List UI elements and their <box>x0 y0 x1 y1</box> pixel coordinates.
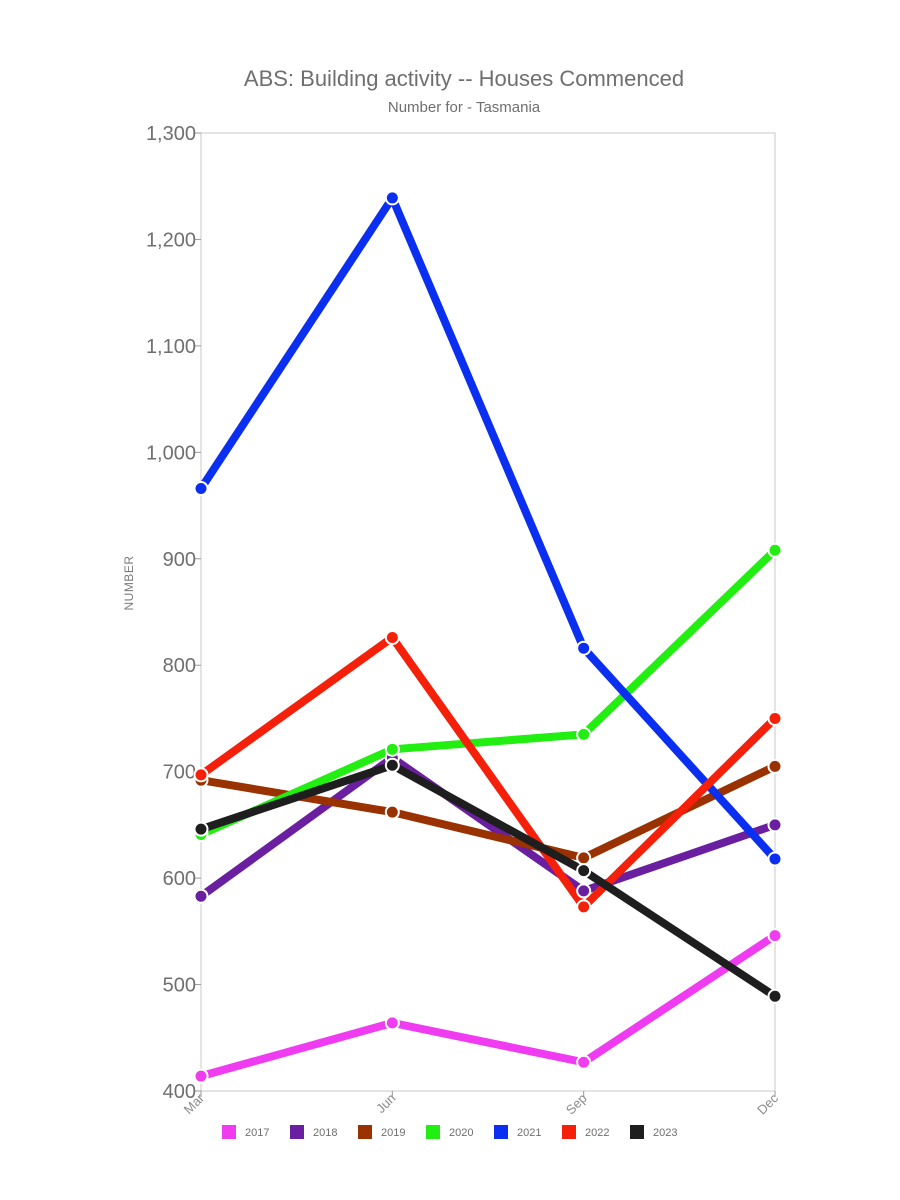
series-line-2023 <box>197 761 779 1001</box>
data-point-2023[interactable] <box>576 863 592 879</box>
series-points <box>193 190 783 1084</box>
legend-label: 2023 <box>653 1127 677 1139</box>
series-line-2018 <box>197 753 779 901</box>
legend-label: 2022 <box>585 1127 609 1139</box>
y-tick-label: 700 <box>163 762 196 784</box>
data-point-2023[interactable] <box>767 988 783 1004</box>
y-tick-label: 400 <box>163 1081 196 1103</box>
data-point-2022[interactable] <box>767 710 783 726</box>
data-point-2017[interactable] <box>384 1015 400 1031</box>
legend-label: 2017 <box>245 1127 269 1139</box>
legend-item-2020[interactable]: 2020 <box>426 1125 473 1139</box>
series-line-2022 <box>197 633 779 911</box>
series-line-2017 <box>197 931 779 1081</box>
legend-item-2019[interactable]: 2019 <box>358 1125 405 1139</box>
y-tick-label: 800 <box>163 655 196 677</box>
data-point-2017[interactable] <box>576 1054 592 1070</box>
legend-item-2017[interactable]: 2017 <box>222 1125 269 1139</box>
data-point-2020[interactable] <box>767 542 783 558</box>
data-point-2018[interactable] <box>576 883 592 899</box>
y-tick-label: 1,200 <box>146 229 196 251</box>
legend-item-2023[interactable]: 2023 <box>630 1125 677 1139</box>
chart-title: ABS: Building activity -- Houses Commenc… <box>244 66 684 91</box>
series-line-2020 <box>197 546 779 839</box>
y-tick-label: 900 <box>163 549 196 571</box>
legend-swatch <box>426 1125 440 1139</box>
legend-label: 2020 <box>449 1127 473 1139</box>
legend-swatch <box>222 1125 236 1139</box>
data-point-2019[interactable] <box>767 758 783 774</box>
legend-item-2022[interactable]: 2022 <box>562 1125 609 1139</box>
data-point-2022[interactable] <box>193 767 209 783</box>
legend-label: 2019 <box>381 1127 405 1139</box>
data-point-2021[interactable] <box>193 481 209 497</box>
data-point-2019[interactable] <box>576 850 592 866</box>
y-tick-label: 1,100 <box>146 336 196 358</box>
data-point-2020[interactable] <box>384 741 400 757</box>
legend-label: 2021 <box>517 1127 541 1139</box>
series-line-2019 <box>197 762 779 862</box>
y-axis-ticks: 400 500 600 700 800 900 1,000 1,100 1,200 1,300 <box>146 123 201 1103</box>
data-point-2018[interactable] <box>193 888 209 904</box>
data-point-2021[interactable] <box>576 640 592 656</box>
data-point-2022[interactable] <box>576 899 592 915</box>
x-tick-label: Sep <box>563 1091 590 1118</box>
chart-subtitle: Number for - Tasmania <box>388 99 541 116</box>
data-point-2017[interactable] <box>767 928 783 944</box>
data-point-2021[interactable] <box>767 851 783 867</box>
data-point-2018[interactable] <box>767 817 783 833</box>
data-point-2020[interactable] <box>576 726 592 742</box>
data-point-2022[interactable] <box>384 630 400 646</box>
y-tick-label: 1,300 <box>146 123 196 145</box>
y-tick-label: 600 <box>163 868 196 890</box>
legend-label: 2018 <box>313 1127 337 1139</box>
legend-item-2021[interactable]: 2021 <box>494 1125 541 1139</box>
y-axis-label: NUMBER <box>122 555 136 610</box>
y-tick-label: 500 <box>163 975 196 997</box>
data-point-2017[interactable] <box>193 1068 209 1084</box>
data-point-2023[interactable] <box>384 757 400 773</box>
data-point-2019[interactable] <box>384 804 400 820</box>
x-tick-label: Dec <box>754 1090 781 1117</box>
legend-swatch <box>562 1125 576 1139</box>
legend-item-2018[interactable]: 2018 <box>290 1125 337 1139</box>
data-point-2023[interactable] <box>193 821 209 837</box>
x-tick-label: Jun <box>373 1091 398 1116</box>
legend-swatch <box>630 1125 644 1139</box>
plot-area-frame <box>200 132 776 1092</box>
legend-swatch <box>494 1125 508 1139</box>
y-tick-label: 1,000 <box>146 442 196 464</box>
legend-swatch <box>290 1125 304 1139</box>
x-axis-ticks: Mar Jun Sep Dec <box>181 1090 782 1117</box>
legend: 2017 2018 2019 2020 2021 2022 2023 <box>222 1125 677 1139</box>
data-point-2021[interactable] <box>384 190 400 206</box>
series-lines <box>197 193 779 1081</box>
legend-swatch <box>358 1125 372 1139</box>
series-line-2021 <box>197 193 779 863</box>
